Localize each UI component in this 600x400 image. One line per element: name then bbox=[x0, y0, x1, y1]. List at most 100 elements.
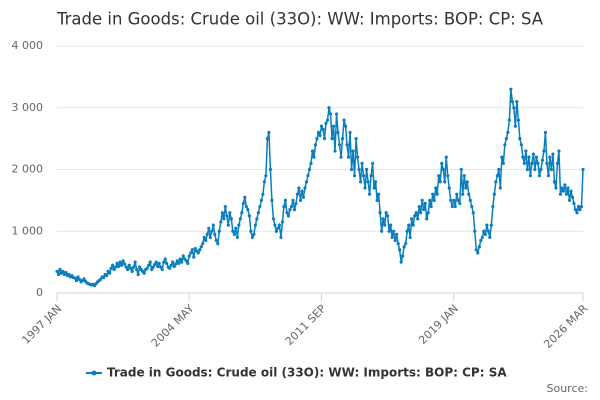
point bbox=[135, 267, 139, 272]
point bbox=[539, 167, 543, 172]
point bbox=[581, 167, 585, 172]
point bbox=[319, 124, 324, 128]
point bbox=[198, 248, 202, 252]
point bbox=[543, 130, 548, 135]
point bbox=[316, 130, 321, 135]
point bbox=[118, 260, 122, 264]
point bbox=[450, 204, 454, 209]
point bbox=[56, 272, 61, 277]
point bbox=[515, 99, 519, 104]
point bbox=[112, 267, 116, 272]
point bbox=[366, 180, 370, 184]
point bbox=[147, 263, 151, 267]
point bbox=[255, 217, 259, 221]
point bbox=[345, 143, 349, 147]
point bbox=[377, 192, 381, 196]
point bbox=[465, 180, 469, 184]
point bbox=[67, 272, 71, 277]
point bbox=[205, 232, 209, 236]
point bbox=[213, 232, 217, 236]
point bbox=[545, 161, 549, 165]
point bbox=[474, 248, 478, 252]
point bbox=[518, 137, 522, 141]
point bbox=[294, 201, 298, 206]
point bbox=[77, 277, 82, 282]
point bbox=[355, 155, 360, 159]
legend-marker bbox=[91, 370, 97, 376]
point bbox=[154, 260, 158, 264]
point bbox=[297, 186, 301, 190]
point bbox=[328, 112, 333, 116]
point bbox=[426, 211, 430, 215]
point bbox=[569, 189, 573, 193]
point bbox=[313, 143, 318, 147]
point bbox=[340, 137, 345, 141]
point bbox=[542, 149, 546, 153]
point bbox=[273, 223, 277, 227]
legend-label: Trade in Goods: Crude oil (33O): WW: Imp… bbox=[107, 366, 507, 380]
point bbox=[298, 198, 303, 202]
point bbox=[537, 174, 542, 178]
point bbox=[282, 204, 286, 209]
point bbox=[249, 229, 253, 233]
point bbox=[510, 99, 514, 104]
point bbox=[477, 245, 481, 249]
point bbox=[324, 121, 328, 125]
point bbox=[222, 217, 226, 221]
point bbox=[178, 257, 182, 261]
point bbox=[262, 180, 266, 184]
point bbox=[576, 204, 581, 209]
point bbox=[521, 155, 525, 159]
point bbox=[349, 167, 354, 172]
point bbox=[276, 226, 280, 230]
point bbox=[61, 269, 65, 273]
y-tick-label: 1 000 bbox=[12, 224, 44, 237]
point bbox=[411, 223, 415, 227]
point bbox=[512, 106, 516, 110]
point bbox=[148, 260, 152, 264]
point bbox=[438, 180, 442, 184]
point bbox=[486, 229, 490, 233]
point bbox=[156, 264, 160, 269]
point bbox=[115, 261, 119, 265]
point bbox=[435, 192, 439, 196]
point bbox=[104, 274, 109, 278]
point bbox=[219, 220, 223, 224]
point bbox=[449, 198, 453, 202]
point bbox=[564, 192, 569, 196]
point bbox=[321, 127, 325, 131]
point bbox=[172, 264, 176, 269]
point bbox=[129, 266, 133, 270]
point bbox=[413, 214, 417, 218]
point bbox=[189, 251, 193, 255]
point bbox=[247, 214, 251, 218]
point bbox=[432, 198, 436, 202]
point bbox=[570, 195, 575, 199]
point bbox=[157, 261, 161, 265]
point bbox=[530, 161, 534, 165]
point bbox=[193, 246, 197, 251]
point bbox=[395, 232, 399, 236]
point bbox=[76, 275, 80, 279]
point bbox=[145, 266, 149, 270]
point bbox=[208, 235, 212, 240]
point bbox=[414, 211, 418, 215]
point bbox=[342, 118, 346, 122]
point bbox=[431, 192, 435, 196]
point bbox=[307, 167, 312, 172]
point bbox=[168, 266, 172, 270]
point bbox=[482, 229, 486, 233]
point bbox=[390, 235, 394, 240]
point bbox=[519, 143, 523, 147]
point bbox=[419, 211, 423, 215]
point bbox=[367, 192, 372, 196]
point bbox=[280, 220, 285, 224]
point bbox=[509, 87, 513, 91]
point bbox=[184, 259, 188, 263]
point bbox=[507, 118, 511, 122]
point bbox=[383, 223, 387, 227]
point bbox=[333, 149, 337, 153]
point bbox=[162, 260, 166, 264]
point bbox=[401, 254, 405, 258]
point bbox=[470, 204, 474, 209]
